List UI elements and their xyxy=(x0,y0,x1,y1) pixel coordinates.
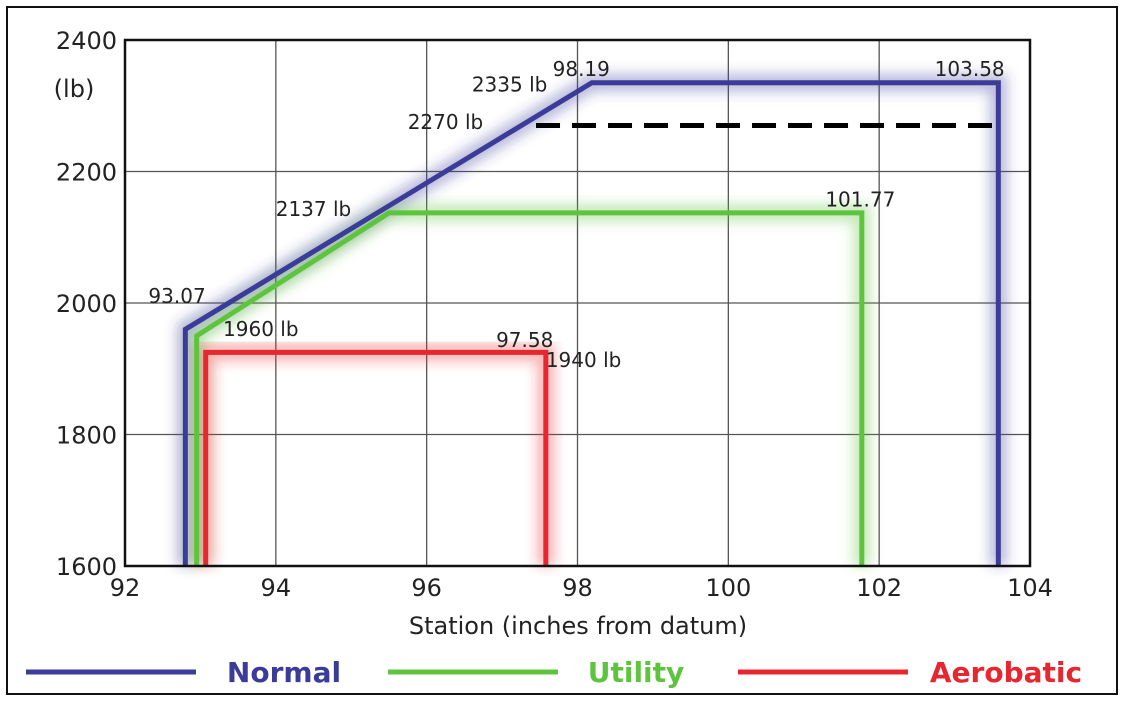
legend: Normal Utility Aerobatic xyxy=(26,656,1082,689)
annotation-a-9819: 98.19 xyxy=(553,57,610,81)
annotation-a-9307: 93.07 xyxy=(148,284,205,308)
x-tick-label: 94 xyxy=(261,574,292,602)
x-tick-label: 98 xyxy=(562,574,593,602)
series-line-normal xyxy=(182,80,1001,566)
x-axis-label: Station (inches from datum) xyxy=(409,612,747,640)
series-line-aerobatic xyxy=(203,349,549,566)
annotation-a-2335: 2335 lb xyxy=(472,72,548,96)
series-glow-aerobatic xyxy=(196,343,555,566)
x-tick-label: 104 xyxy=(1007,574,1053,602)
annotation-a-1960: 1960 lb xyxy=(223,317,299,341)
series-glow-utility xyxy=(187,203,871,566)
series-glow-normal xyxy=(176,73,1008,566)
tick-labels: 92 94 96 98 100 102 104 1600 1800 2000 2200 2400 xyxy=(56,27,1053,602)
legend-label-normal: Normal xyxy=(227,656,341,689)
series-glow xyxy=(176,73,1008,566)
annotation-a-2270: 2270 lb xyxy=(408,110,484,134)
annotation-a-10177: 101.77 xyxy=(825,187,895,211)
y-axis-label: (lb) xyxy=(54,75,95,103)
y-tick-label: 1800 xyxy=(56,422,117,450)
x-tick-label: 92 xyxy=(110,574,141,602)
y-tick-label: 2000 xyxy=(56,290,117,318)
y-tick-label: 2400 xyxy=(56,27,117,55)
series-line-utility xyxy=(194,210,865,566)
plot-border xyxy=(123,38,1032,568)
axes xyxy=(123,38,1032,568)
x-tick-label: 96 xyxy=(411,574,442,602)
series-lines xyxy=(182,80,1001,566)
legend-label-aerobatic: Aerobatic xyxy=(930,656,1082,689)
annotation-a-10358: 103.58 xyxy=(935,57,1005,81)
x-tick-label: 100 xyxy=(705,574,751,602)
y-tick-label: 2200 xyxy=(56,159,117,187)
annotation-a-1940: 1940 lb xyxy=(546,348,622,372)
annotation-a-2137: 2137 lb xyxy=(276,197,352,221)
legend-label-utility: Utility xyxy=(588,656,685,689)
x-tick-label: 102 xyxy=(856,574,902,602)
y-tick-label: 1600 xyxy=(56,553,117,581)
annotation-a-9758: 97.58 xyxy=(496,328,553,352)
